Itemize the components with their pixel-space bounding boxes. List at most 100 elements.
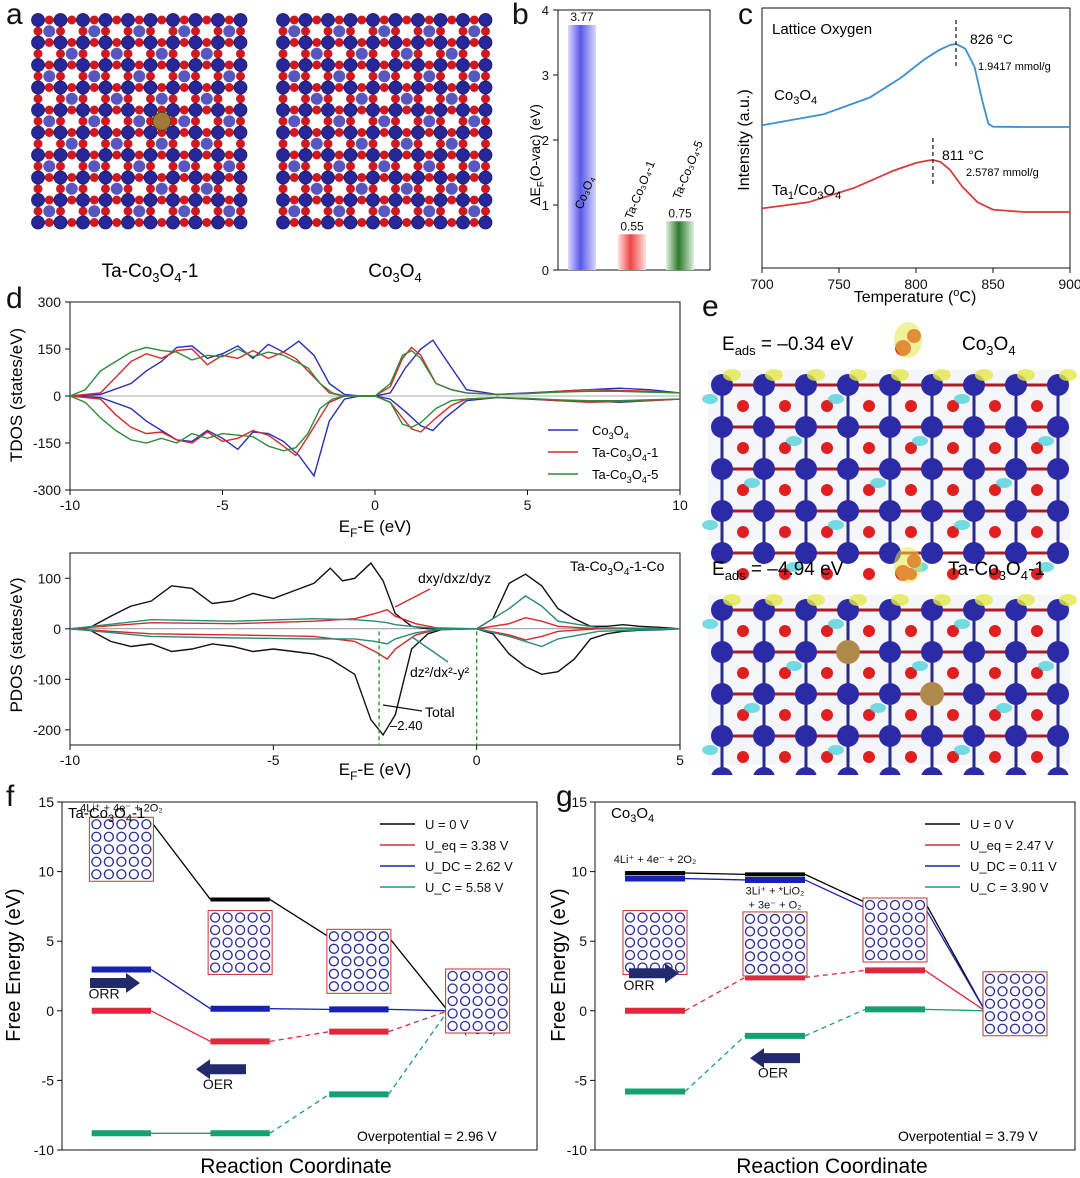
o-atom — [346, 49, 355, 59]
co-atom — [1047, 416, 1069, 438]
co-atom — [478, 193, 493, 207]
o-atom — [179, 15, 189, 25]
co-atom — [143, 80, 158, 95]
co-atom — [423, 25, 436, 38]
co-atom — [753, 725, 775, 747]
o-atom — [202, 83, 212, 92]
o-atom — [146, 94, 155, 104]
o-atom — [123, 206, 133, 216]
o-atom — [78, 161, 88, 171]
connector-2-1 — [804, 879, 866, 909]
o-atom — [402, 195, 412, 205]
legend-label: U = 0 V — [425, 817, 469, 832]
x-tick-label: 700 — [750, 276, 774, 292]
o-atom — [33, 206, 43, 216]
thumb-atom — [1034, 1011, 1046, 1022]
o-atom — [101, 206, 110, 216]
charge-density-lobe — [723, 594, 741, 606]
oer-arrow — [196, 1059, 246, 1080]
thumb-atom — [649, 912, 661, 923]
co-atom — [178, 205, 191, 218]
legend-ta-co3o4-5: Ta-Co3O4-5 — [592, 467, 658, 485]
o-atom — [424, 60, 434, 70]
o-atom — [146, 26, 155, 36]
thumb-atom — [674, 912, 686, 923]
legend-ta-co3o4-1: Ta-Co3O4-1 — [592, 445, 658, 463]
o-atom — [78, 184, 88, 194]
co-atom — [1005, 767, 1027, 775]
o-atom — [481, 94, 490, 104]
o-atom — [312, 15, 322, 25]
thumb-atom — [366, 943, 377, 954]
o-atom — [56, 116, 65, 126]
o-atom — [301, 184, 310, 194]
co-atom — [343, 125, 358, 140]
structure-thumbnail — [326, 928, 392, 994]
o-atom — [413, 49, 423, 59]
thumb-atom — [914, 899, 926, 911]
thumb-atom — [757, 951, 768, 962]
thumb-atom — [769, 963, 781, 975]
o-atom — [236, 94, 245, 104]
thumb-atom — [103, 844, 115, 855]
thumb-atom — [674, 937, 686, 948]
co-atom — [298, 125, 313, 140]
co-atom — [879, 767, 901, 775]
o-atom — [737, 442, 749, 454]
co-atom — [879, 458, 901, 480]
co-atom — [1047, 767, 1069, 775]
o-atom — [44, 218, 54, 227]
thumb-atom — [328, 931, 340, 942]
total-label: Total — [425, 704, 455, 720]
co-atom — [478, 35, 493, 50]
o-atom — [379, 128, 389, 137]
co-atom — [211, 80, 225, 95]
o-atom — [323, 139, 333, 149]
o-atom — [289, 173, 299, 182]
o-atom — [779, 442, 791, 454]
o-atom — [481, 49, 490, 59]
co-atom — [121, 125, 135, 140]
o-atom — [346, 161, 355, 171]
o-atom — [56, 161, 65, 171]
o-atom — [458, 206, 468, 216]
o-atom — [779, 484, 791, 496]
thumb-atom — [247, 949, 258, 961]
co-atom — [400, 47, 413, 60]
thumb-atom — [366, 956, 377, 967]
co-atom — [143, 215, 158, 230]
co-atom — [468, 70, 481, 83]
o-atom — [224, 128, 234, 137]
co-atom — [400, 137, 413, 150]
o-atom — [1031, 625, 1043, 637]
thumb-atom — [624, 924, 636, 936]
thumb-atom — [674, 949, 686, 961]
o-atom — [312, 218, 322, 227]
co-atom — [211, 170, 225, 185]
o-atom — [334, 83, 344, 92]
o-atom — [424, 195, 434, 205]
o-atom — [112, 105, 122, 115]
o-atom — [1031, 751, 1043, 763]
co-atom — [143, 58, 158, 72]
thumb-atom — [1034, 998, 1046, 1009]
co-atom — [343, 103, 358, 117]
o-atom — [278, 49, 288, 59]
co-atom — [378, 70, 391, 83]
thumb-atom — [769, 938, 781, 950]
thumb-atom — [459, 1008, 471, 1019]
series-down-1 — [69, 628, 680, 661]
thumb-atom — [984, 1011, 996, 1022]
pdos-ylabel: PDOS (states/eV) — [7, 577, 26, 712]
o-atom — [458, 161, 468, 171]
legend-label: U_eq = 3.38 V — [425, 838, 509, 853]
co-atom — [211, 35, 225, 50]
o-atom — [481, 206, 490, 216]
g-xlabel: Reaction Coordinate — [736, 1155, 927, 1178]
thumb-atom — [864, 912, 876, 923]
thumb-atom — [757, 926, 768, 937]
structure-thumbnail — [742, 911, 808, 977]
o-atom — [447, 150, 457, 160]
y-tick-label: -10 — [567, 1142, 587, 1158]
o-atom — [989, 751, 1001, 763]
